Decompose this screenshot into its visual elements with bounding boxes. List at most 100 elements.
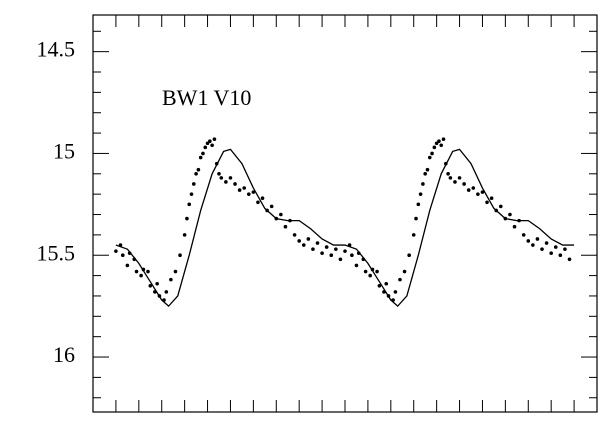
data-point [164,290,169,294]
plot-frame [92,14,598,413]
data-point [453,180,457,184]
data-point [157,294,162,298]
data-point [196,167,201,172]
data-point [141,267,146,272]
data-point [283,224,288,229]
data-point [382,290,386,294]
data-point [384,281,389,286]
data-point [457,176,462,180]
data-point [370,267,375,272]
data-point [315,241,320,245]
data-point [320,251,324,255]
data-point [427,155,432,160]
data-point [120,253,125,258]
data-point [139,273,143,278]
data-point [269,204,274,209]
data-point [189,192,194,196]
data-point [377,283,382,288]
data-point [178,253,182,258]
data-point [194,172,198,176]
data-point [192,182,196,186]
data-point [148,283,153,288]
data-point [324,245,329,249]
data-point [146,269,150,274]
data-point [228,176,233,180]
data-point [343,249,347,253]
data-point [402,269,407,274]
data-point [155,281,159,286]
data-point [187,202,192,207]
data-point [363,269,368,274]
data-point [311,247,315,251]
data-point [512,224,517,229]
data-point [210,143,214,148]
data-point [391,298,395,302]
data-point [423,172,427,176]
data-point [334,247,338,251]
data-point [526,239,531,243]
data-point [356,251,361,255]
data-point [553,245,558,249]
data-point [411,233,416,237]
data-point [531,243,535,247]
data-point [432,145,437,150]
y-tick-label: 14.5 [37,37,76,62]
data-point [301,243,306,247]
data-point [114,249,118,253]
data-point [297,239,301,243]
data-point [173,269,178,274]
data-point [558,253,563,258]
data-point [329,253,334,258]
data-point [544,241,549,245]
data-point [517,218,521,223]
data-point [393,290,398,294]
data-point [407,253,411,258]
data-point [480,190,485,194]
data-point [462,182,466,186]
data-point [476,192,480,196]
data-point [265,208,269,213]
data-point [118,243,123,247]
data-point [274,216,279,221]
data-point [279,212,283,217]
data-point [471,186,476,190]
data-point [489,196,494,201]
data-point [354,263,359,268]
data-point [368,273,373,278]
data-point [466,188,471,192]
data-point [185,216,189,221]
data-point [208,139,212,144]
data-point [203,145,208,150]
data-point [260,196,265,201]
data-point [448,176,453,180]
data-point [441,137,446,141]
data-point [398,277,402,282]
data-point [439,143,444,148]
data-point [182,233,187,237]
data-point [425,167,430,172]
data-point [549,251,553,255]
data-point [288,218,292,223]
data-point [437,139,441,144]
data-point [444,161,448,166]
data-point [242,186,246,190]
data-point [503,216,508,221]
data-point [498,204,503,209]
data-point [306,237,311,241]
data-point [134,269,139,274]
data-point [201,151,205,156]
data-point [198,155,203,160]
data-point [414,216,418,221]
data-point [416,202,421,207]
data-point [375,269,379,274]
data-point [212,137,217,141]
data-point [169,277,173,282]
data-point [127,251,132,255]
data-point [563,247,567,251]
data-point [246,192,251,196]
data-point [162,298,166,302]
y-tick-label: 15 [53,138,75,163]
data-point [256,200,260,205]
data-point [224,180,228,184]
data-point [153,290,157,294]
